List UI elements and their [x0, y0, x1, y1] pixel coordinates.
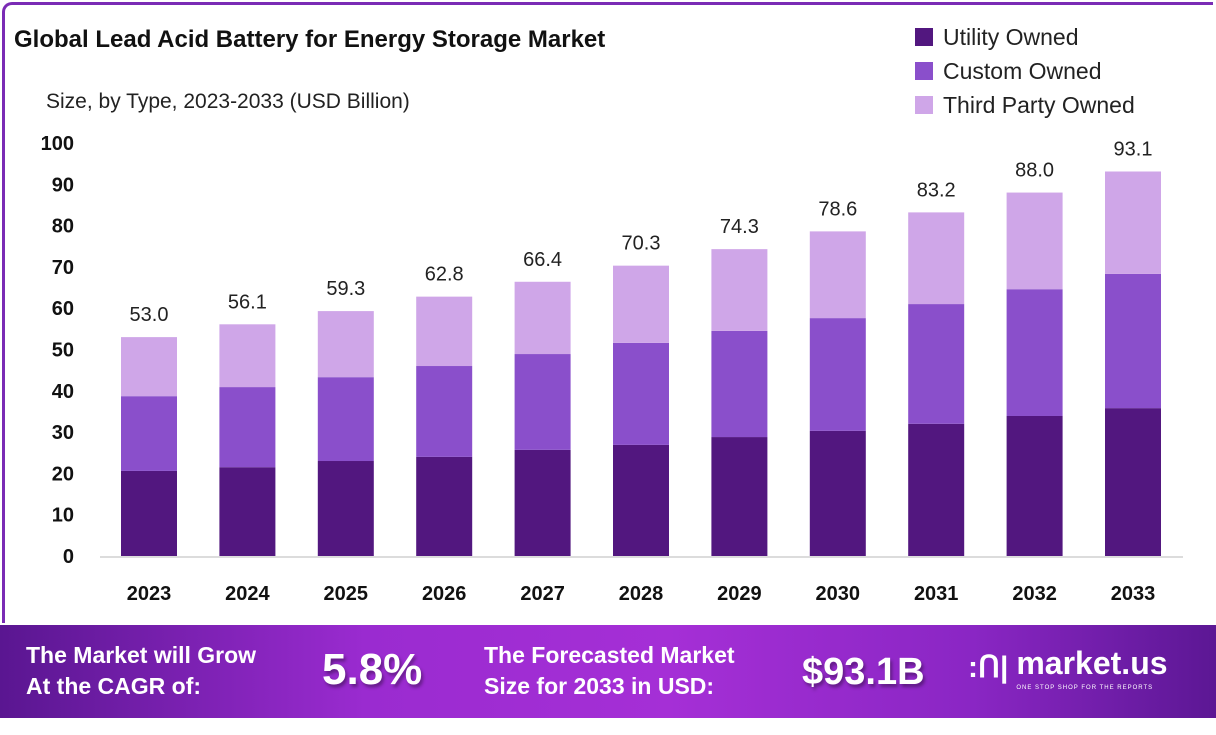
- chart-subtitle: Size, by Type, 2023-2033 (USD Billion): [46, 90, 410, 113]
- total-data-label: 93.1: [1114, 138, 1153, 160]
- bar-segment-third-party-owned: [908, 212, 965, 305]
- logo-mark-icon: :Ո|: [968, 651, 1009, 684]
- bar-segment-utility-owned: [514, 449, 571, 556]
- total-data-label: 83.2: [917, 179, 956, 201]
- forecast-label-line-2: Size for 2033 in USD:: [484, 673, 715, 699]
- y-tick-label: 100: [41, 133, 74, 155]
- legend-label: Utility Owned: [943, 24, 1079, 50]
- bar-segment-third-party-owned: [613, 265, 669, 343]
- bar-segment-utility-owned: [809, 430, 866, 556]
- bar-segment-custom-owned: [416, 366, 473, 457]
- bar-segment-third-party-owned: [1006, 192, 1063, 290]
- bar-segment-custom-owned: [809, 318, 866, 431]
- market-us-logo: :Ո| market.us ONE STOP SHOP FOR THE REPO…: [968, 643, 1168, 693]
- bar-segment-custom-owned: [908, 304, 965, 424]
- bar-segment-custom-owned: [514, 354, 571, 450]
- total-data-label: 53.0: [130, 304, 169, 326]
- bar-segment-third-party-owned: [317, 311, 374, 378]
- total-data-label: 59.3: [326, 278, 365, 300]
- x-tick-label: 2023: [127, 583, 172, 605]
- legend-label: Custom Owned: [943, 58, 1102, 84]
- bar-segment-custom-owned: [711, 330, 768, 438]
- bar-segment-third-party-owned: [1105, 171, 1161, 274]
- bar-segment-utility-owned: [908, 423, 965, 556]
- bar-segment-utility-owned: [121, 470, 177, 556]
- y-tick-label: 10: [52, 505, 74, 527]
- x-tick-label: 2025: [324, 583, 369, 605]
- logo-tagline: ONE STOP SHOP FOR THE REPORTS: [1016, 685, 1154, 691]
- y-tick-label: 50: [52, 340, 74, 362]
- x-tick-label: 2033: [1111, 583, 1156, 605]
- bar-chart: 010203040506070809010053.0202356.1202459…: [41, 133, 1183, 605]
- y-tick-label: 20: [52, 463, 74, 485]
- total-data-label: 66.4: [523, 249, 562, 271]
- bar-segment-utility-owned: [1006, 415, 1063, 556]
- legend-swatch: [915, 28, 933, 46]
- bar-segment-custom-owned: [219, 387, 276, 468]
- forecast-value: $93.1B: [802, 651, 925, 693]
- legend-swatch: [915, 96, 933, 114]
- bar-segment-utility-owned: [219, 467, 276, 556]
- bar-segment-custom-owned: [613, 342, 669, 445]
- chart-frame: [2, 2, 1213, 623]
- bar-segment-utility-owned: [416, 456, 473, 556]
- cagr-label-line-2: At the CAGR of:: [26, 673, 202, 699]
- y-tick-label: 40: [52, 381, 74, 403]
- bar-segment-custom-owned: [317, 377, 374, 462]
- legend: Utility Owned Custom Owned Third Party O…: [915, 20, 1135, 122]
- legend-swatch: [915, 62, 933, 80]
- bar-segment-third-party-owned: [711, 249, 768, 331]
- bar-segment-third-party-owned: [809, 231, 866, 319]
- chart-title: Global Lead Acid Battery for Energy Stor…: [14, 26, 606, 53]
- forecast-label-line-1: The Forecasted Market: [484, 642, 735, 668]
- bar-segment-third-party-owned: [219, 324, 276, 388]
- cagr-value: 5.8%: [322, 645, 423, 694]
- x-tick-label: 2024: [225, 583, 270, 605]
- logo-name: market.us: [1016, 645, 1168, 681]
- forecast-label: The Forecasted Market Size for 2033 in U…: [484, 640, 735, 702]
- bar-segment-custom-owned: [1006, 289, 1063, 416]
- x-tick-label: 2029: [717, 583, 762, 605]
- bar-segment-utility-owned: [1105, 408, 1161, 556]
- x-tick-label: 2027: [520, 583, 565, 605]
- bar-segment-utility-owned: [317, 461, 374, 556]
- y-tick-label: 30: [52, 422, 74, 444]
- x-tick-label: 2032: [1012, 583, 1057, 605]
- y-tick-label: 90: [52, 174, 74, 196]
- x-tick-label: 2030: [816, 583, 861, 605]
- legend-item-utility-owned: Utility Owned: [915, 20, 1135, 54]
- y-tick-label: 70: [52, 257, 74, 279]
- total-data-label: 78.6: [818, 198, 857, 220]
- legend-item-third-party-owned: Third Party Owned: [915, 88, 1135, 122]
- total-data-label: 74.3: [720, 216, 759, 238]
- legend-item-custom-owned: Custom Owned: [915, 54, 1135, 88]
- total-data-label: 70.3: [622, 233, 661, 255]
- bar-segment-custom-owned: [1105, 273, 1161, 409]
- total-data-label: 62.8: [425, 264, 464, 286]
- total-data-label: 88.0: [1015, 160, 1054, 182]
- bar-segment-third-party-owned: [121, 337, 177, 397]
- summary-banner: The Market will Grow At the CAGR of: 5.8…: [0, 625, 1216, 718]
- x-tick-label: 2031: [914, 583, 959, 605]
- x-tick-label: 2026: [422, 583, 467, 605]
- total-data-label: 56.1: [228, 291, 267, 313]
- bar-segment-utility-owned: [613, 444, 669, 556]
- cagr-label: The Market will Grow At the CAGR of:: [26, 640, 256, 702]
- bar-segment-utility-owned: [711, 437, 768, 556]
- cagr-label-line-1: The Market will Grow: [26, 642, 257, 668]
- legend-label: Third Party Owned: [943, 92, 1135, 118]
- x-tick-label: 2028: [619, 583, 664, 605]
- y-tick-label: 60: [52, 298, 74, 320]
- y-tick-label: 0: [63, 546, 74, 568]
- bar-segment-custom-owned: [121, 396, 177, 471]
- y-tick-label: 80: [52, 216, 74, 238]
- bar-segment-third-party-owned: [514, 281, 571, 355]
- bar-segment-third-party-owned: [416, 296, 473, 367]
